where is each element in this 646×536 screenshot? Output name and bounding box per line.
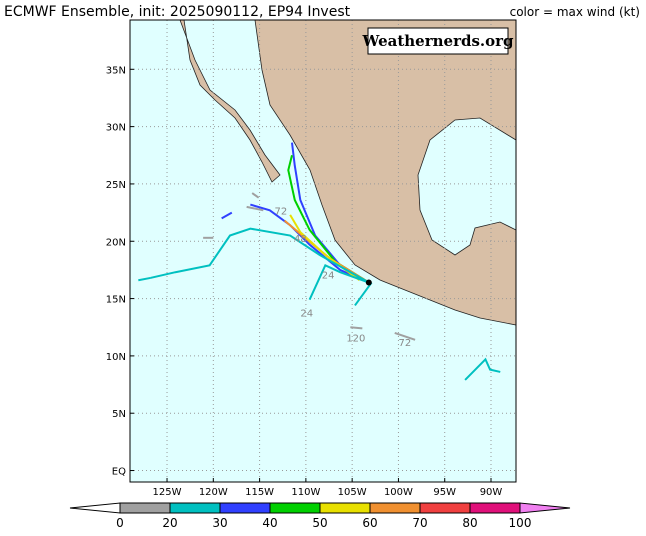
storm-track <box>354 281 373 307</box>
x-tick-label: 115W <box>245 487 274 498</box>
y-tick-label: 30N <box>106 123 126 134</box>
storm-track <box>150 227 370 284</box>
colorbar-bin <box>419 502 471 514</box>
baja-california <box>179 19 281 183</box>
colorbar-label: 0 <box>116 516 124 530</box>
y-tick-label: 15N <box>106 295 126 306</box>
x-tick-label: 95W <box>433 487 456 498</box>
storm-track <box>138 276 151 282</box>
x-tick-label: 100W <box>384 487 413 498</box>
forecast-hour-label: 48 <box>294 234 307 245</box>
colorbar-bin <box>469 502 521 514</box>
y-tick-label: 5N <box>112 409 126 420</box>
colorbar-bin <box>169 502 221 514</box>
colorbar-label: 60 <box>362 516 377 530</box>
colorbar-bin <box>119 502 171 514</box>
colorbar-label: 40 <box>262 516 277 530</box>
x-tick-label: 90W <box>480 487 503 498</box>
start-point <box>365 279 372 286</box>
colorbar-bin <box>319 502 371 514</box>
colorbar-under <box>69 502 121 514</box>
forecast-hour-label: 24 <box>322 271 335 282</box>
map-frame <box>129 19 517 483</box>
y-tick-label: 35N <box>106 65 126 76</box>
y-tick-label: EQ <box>112 467 126 478</box>
y-tick-label: 10N <box>106 352 126 363</box>
colorbar-bin <box>369 502 421 514</box>
storm-track <box>464 357 501 381</box>
storm-track <box>251 192 260 199</box>
title: ECMWF Ensemble, init: 2025090112, EP94 I… <box>4 4 351 20</box>
colorbar-bin <box>269 502 321 514</box>
y-tick-label: 20N <box>106 237 126 248</box>
storm-track <box>394 332 416 341</box>
x-tick-label: 120W <box>199 487 228 498</box>
storm-track <box>221 211 233 220</box>
forecast-hour-label: 24 <box>300 308 313 319</box>
colorbar-over <box>519 502 571 514</box>
colorbar-label: 50 <box>312 516 327 530</box>
x-tick-label: 110W <box>291 487 320 498</box>
y-tick-label: 25N <box>106 180 126 191</box>
colorbar-bin <box>219 502 271 514</box>
x-tick-label: 125W <box>153 487 182 498</box>
colorbar-label: 100 <box>509 516 532 530</box>
colorbar-label: 70 <box>412 516 427 530</box>
forecast-hour-label: 120 <box>346 334 365 345</box>
colorbar-label: 80 <box>462 516 477 530</box>
storm-track <box>246 205 264 212</box>
storm-track <box>308 263 370 301</box>
colorbar-label: 20 <box>162 516 177 530</box>
forecast-hour-label: 72 <box>399 338 412 349</box>
watermark: Weathernerds.org <box>361 32 514 50</box>
forecast-hour-label: 72 <box>275 206 288 217</box>
storm-track <box>350 326 363 330</box>
x-tick-label: 105W <box>338 487 367 498</box>
storm-track <box>250 203 370 284</box>
legend-title: color = max wind (kt) <box>510 5 640 19</box>
colorbar-label: 30 <box>212 516 227 530</box>
watermark-box <box>367 27 509 55</box>
